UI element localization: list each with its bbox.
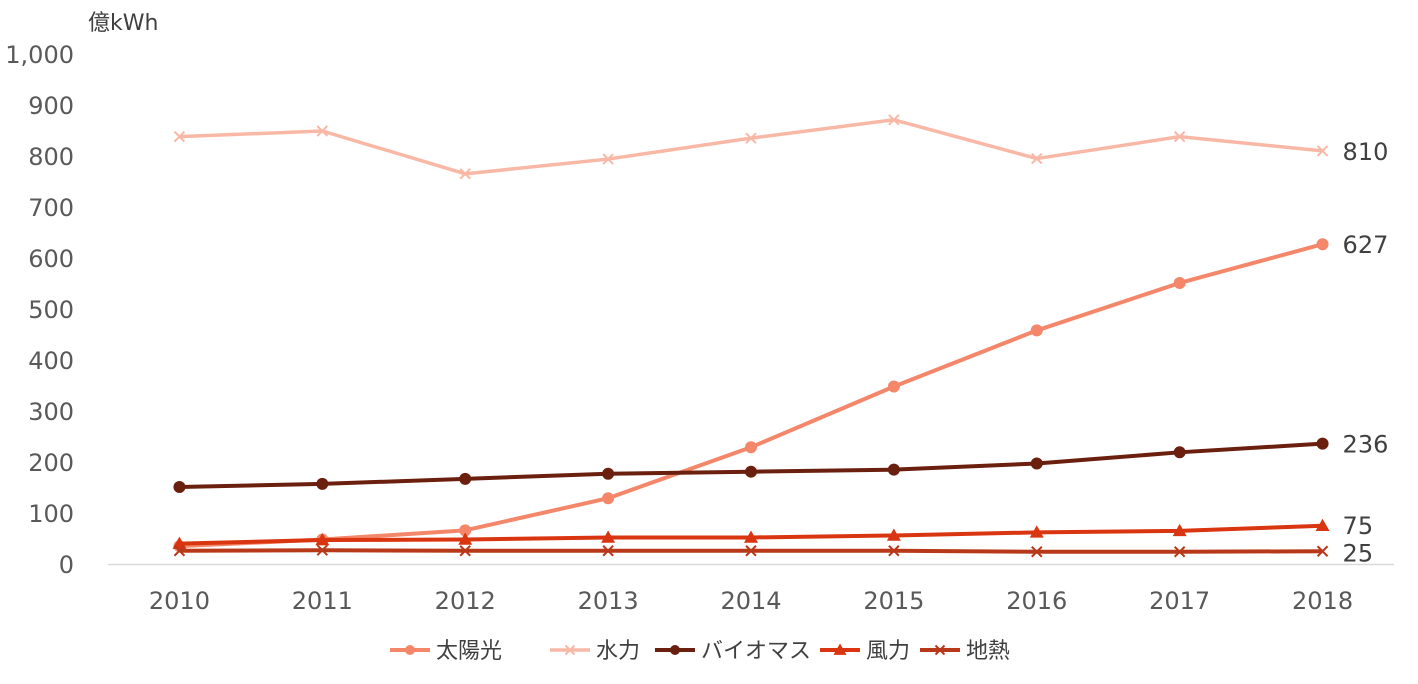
data-point (745, 441, 757, 454)
x-tick-label: 2016 (1006, 587, 1067, 615)
data-point (601, 530, 616, 543)
data-point (1315, 518, 1330, 531)
data-point (316, 544, 329, 556)
data-point (602, 545, 614, 557)
data-point (1173, 276, 1186, 289)
legend: 太陽光 水力 バイオマス 風力 地熱 (390, 639, 1010, 664)
data-point (1030, 457, 1043, 470)
data-point (1316, 238, 1329, 251)
end-value-label: 627 (1343, 231, 1389, 259)
data-point (745, 465, 757, 478)
data-point (744, 530, 758, 543)
data-point (1173, 546, 1186, 558)
data-point (1031, 546, 1043, 558)
legend-marker (833, 643, 847, 655)
end-value-label: 75 (1343, 512, 1374, 540)
data-point (1316, 145, 1329, 157)
data-point (602, 467, 615, 480)
legend-marker (670, 645, 680, 655)
data-point (1173, 130, 1186, 143)
series-5 (173, 544, 1329, 558)
data-point (888, 545, 900, 557)
data-point (1316, 437, 1329, 450)
y-tick-label: 200 (28, 449, 74, 477)
end-value-label: 25 (1343, 539, 1374, 567)
legend-item: バイオマス (655, 639, 811, 664)
y-tick-label: 500 (28, 296, 74, 324)
legend-item: 風力 (820, 639, 910, 664)
data-point (887, 380, 900, 393)
data-point (1030, 324, 1043, 337)
data-point (888, 114, 900, 126)
data-point (745, 132, 757, 144)
legend-label: 風力 (866, 639, 910, 664)
data-point (316, 477, 329, 490)
data-point (316, 125, 329, 137)
x-tick-label: 2011 (292, 587, 353, 615)
data-point (745, 545, 757, 557)
data-point (459, 168, 471, 180)
legend-label: バイオマス (701, 639, 811, 664)
legend-item: 水力 (550, 639, 640, 664)
data-point (1029, 525, 1044, 538)
end-value-label: 236 (1343, 431, 1389, 459)
series-4 (172, 518, 1330, 549)
data-point (172, 536, 187, 549)
x-tick-label: 2013 (578, 587, 639, 615)
y-axis-unit-label: 億kWh (88, 11, 158, 36)
y-tick-label: 400 (28, 347, 74, 375)
data-point (1173, 446, 1186, 459)
y-tick-label: 800 (28, 143, 74, 171)
series-line (179, 242, 1324, 549)
data-point (173, 480, 186, 493)
series-2 (173, 114, 1329, 180)
legend-label: 水力 (596, 639, 640, 664)
series-layer (172, 114, 1330, 558)
data-point (173, 545, 186, 557)
data-point (1316, 545, 1329, 557)
y-tick-label: 900 (28, 92, 74, 120)
data-point (459, 524, 472, 537)
x-axis-ticks: 2010 2011 2012 2013 2014 2015 2016 2017 2018 (149, 587, 1353, 615)
x-tick-label: 2015 (863, 587, 924, 615)
legend-item: 地熱 (920, 639, 1010, 664)
data-point (602, 153, 614, 165)
data-point (459, 472, 472, 485)
series-3 (173, 437, 1329, 493)
data-point (459, 545, 471, 557)
series-line (179, 118, 1323, 176)
legend-marker (564, 644, 576, 656)
data-point (458, 532, 473, 545)
data-point (887, 463, 900, 476)
x-tick-label: 2012 (435, 587, 496, 615)
legend-marker (405, 645, 415, 655)
y-tick-label: 600 (28, 245, 74, 273)
end-value-label: 810 (1343, 138, 1389, 166)
legend-marker (934, 644, 946, 656)
legend-item: 太陽光 (390, 639, 502, 664)
data-point (1172, 523, 1187, 537)
y-tick-label: 1,000 (5, 41, 74, 69)
legend-label: 太陽光 (436, 639, 502, 664)
x-tick-label: 2018 (1292, 587, 1353, 615)
data-point (602, 492, 615, 505)
x-tick-label: 2017 (1149, 587, 1210, 615)
data-point (315, 533, 330, 546)
data-point (1031, 152, 1043, 165)
y-tick-label: 300 (28, 398, 74, 426)
legend-label: 地熱 (966, 639, 1010, 664)
x-tick-label: 2010 (149, 587, 210, 615)
y-tick-label: 0 (59, 551, 74, 579)
data-point (886, 528, 901, 541)
series-1 (173, 238, 1329, 553)
y-tick-label: 100 (28, 500, 74, 528)
data-point (173, 130, 186, 143)
x-tick-label: 2014 (720, 587, 781, 615)
y-tick-label: 700 (28, 194, 74, 222)
y-axis-ticks: 0 100 200 300 400 500 600 700 800 900 1,000 (5, 41, 74, 579)
